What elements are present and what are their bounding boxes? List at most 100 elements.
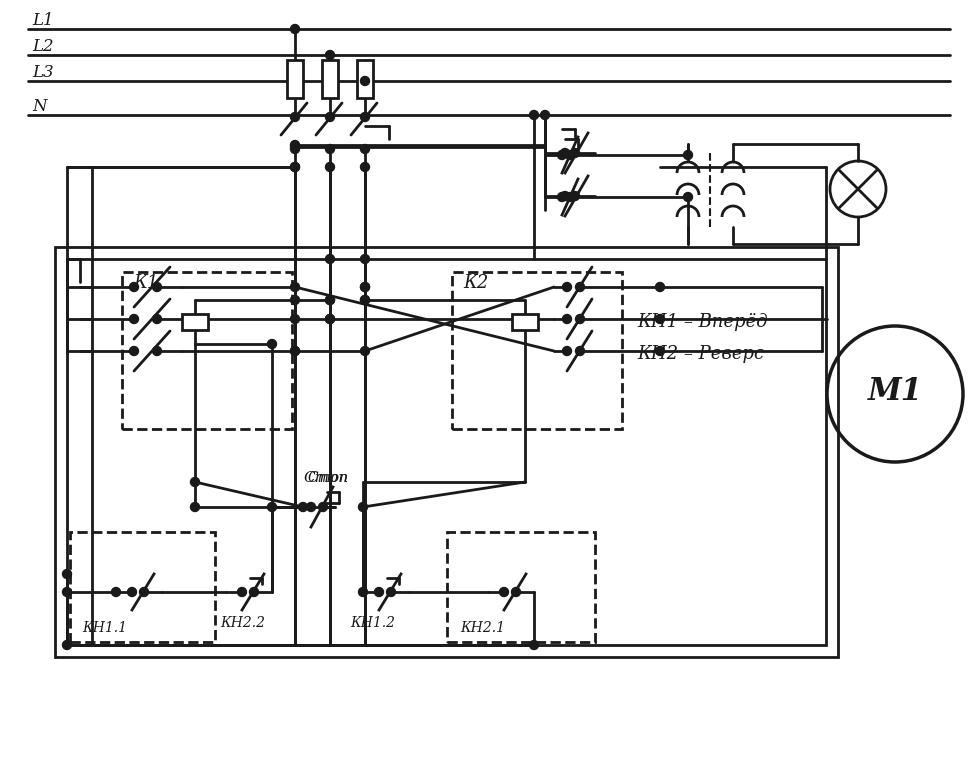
Text: L2: L2 <box>32 38 54 55</box>
Circle shape <box>656 315 664 323</box>
Circle shape <box>387 587 395 597</box>
Text: L1: L1 <box>32 12 54 29</box>
Circle shape <box>325 315 334 323</box>
Circle shape <box>360 347 369 356</box>
Text: КН1 – Вперёд: КН1 – Вперёд <box>637 313 768 331</box>
Circle shape <box>238 587 246 597</box>
Circle shape <box>325 145 334 154</box>
FancyBboxPatch shape <box>287 60 303 98</box>
Circle shape <box>290 347 299 356</box>
Circle shape <box>360 295 369 305</box>
Circle shape <box>290 347 299 356</box>
Circle shape <box>325 295 334 305</box>
Circle shape <box>566 151 575 159</box>
Circle shape <box>290 142 299 152</box>
Circle shape <box>62 587 71 597</box>
Circle shape <box>358 503 367 511</box>
Circle shape <box>541 110 549 120</box>
Circle shape <box>656 347 664 356</box>
Circle shape <box>684 151 693 159</box>
Circle shape <box>325 295 334 305</box>
Circle shape <box>153 283 162 291</box>
Circle shape <box>62 640 71 650</box>
Circle shape <box>290 162 299 172</box>
Text: N: N <box>32 98 47 115</box>
Circle shape <box>571 191 580 200</box>
Circle shape <box>290 283 299 291</box>
Circle shape <box>130 283 138 291</box>
Circle shape <box>530 110 539 120</box>
Text: Стоп: Стоп <box>307 471 348 485</box>
Circle shape <box>563 283 572 291</box>
Text: Стоп: Стоп <box>303 471 348 485</box>
Circle shape <box>130 315 138 323</box>
Circle shape <box>290 145 299 154</box>
Circle shape <box>576 283 584 291</box>
FancyBboxPatch shape <box>182 314 208 330</box>
Circle shape <box>290 295 299 305</box>
Circle shape <box>325 315 334 323</box>
Circle shape <box>576 315 584 323</box>
Circle shape <box>191 478 200 486</box>
Circle shape <box>290 162 299 172</box>
Text: М1: М1 <box>868 377 922 407</box>
Circle shape <box>557 193 567 201</box>
Circle shape <box>566 193 575 201</box>
Circle shape <box>290 141 299 149</box>
FancyBboxPatch shape <box>357 60 373 98</box>
Circle shape <box>62 570 71 579</box>
Circle shape <box>360 162 369 172</box>
Circle shape <box>325 51 334 60</box>
Circle shape <box>360 76 369 85</box>
Circle shape <box>571 148 580 158</box>
Text: КН2.2: КН2.2 <box>220 616 265 630</box>
Circle shape <box>325 255 334 263</box>
Circle shape <box>111 587 121 597</box>
Circle shape <box>153 347 162 356</box>
Circle shape <box>560 191 570 200</box>
Circle shape <box>290 113 299 121</box>
Circle shape <box>268 340 277 349</box>
Circle shape <box>500 587 508 597</box>
Circle shape <box>563 315 572 323</box>
Text: КН2.1: КН2.1 <box>460 621 505 635</box>
Circle shape <box>360 283 369 291</box>
Circle shape <box>374 587 384 597</box>
Text: К1: К1 <box>133 274 159 292</box>
Circle shape <box>656 283 664 291</box>
Text: L3: L3 <box>32 64 54 81</box>
Circle shape <box>130 347 138 356</box>
Circle shape <box>298 503 308 511</box>
FancyBboxPatch shape <box>512 314 538 330</box>
Circle shape <box>290 25 299 33</box>
Circle shape <box>576 347 584 356</box>
Circle shape <box>249 587 258 597</box>
Circle shape <box>325 113 334 121</box>
Circle shape <box>307 503 316 511</box>
Circle shape <box>128 587 136 597</box>
Circle shape <box>153 315 162 323</box>
Circle shape <box>360 145 369 154</box>
Circle shape <box>563 347 572 356</box>
Circle shape <box>358 587 367 597</box>
Text: КН1.1: КН1.1 <box>82 621 127 635</box>
FancyBboxPatch shape <box>322 60 338 98</box>
Circle shape <box>684 193 693 201</box>
Text: КН2 – Реверс: КН2 – Реверс <box>637 345 765 363</box>
Text: К2: К2 <box>463 274 488 292</box>
Circle shape <box>360 295 369 305</box>
Text: КН1.2: КН1.2 <box>350 616 395 630</box>
Circle shape <box>360 283 369 291</box>
Circle shape <box>557 151 567 159</box>
Circle shape <box>360 113 369 121</box>
Circle shape <box>530 640 539 650</box>
Circle shape <box>290 315 299 323</box>
Circle shape <box>318 503 327 511</box>
Circle shape <box>511 587 520 597</box>
Circle shape <box>560 148 570 158</box>
Circle shape <box>191 503 200 511</box>
Circle shape <box>325 162 334 172</box>
Circle shape <box>268 503 277 511</box>
Circle shape <box>139 587 148 597</box>
Circle shape <box>360 255 369 263</box>
